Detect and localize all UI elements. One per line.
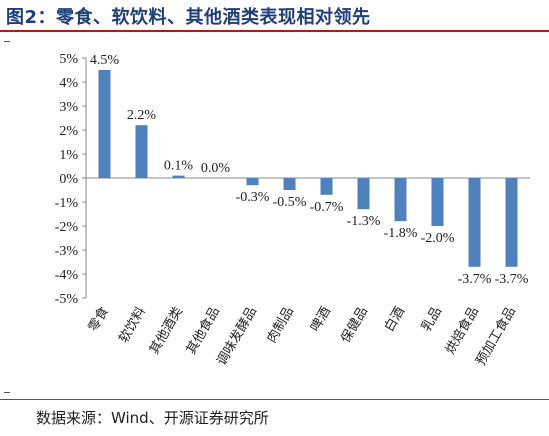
x-tick-label: 其他食品 [183,304,223,357]
bar [468,178,481,267]
y-tick-label: 4% [59,76,78,91]
data-label: -0.3% [236,190,270,205]
figure-title: 图2：零食、软饮料、其他酒类表现相对领先 [6,7,371,28]
y-tick-label: 1% [59,148,78,163]
corner-mark-top [4,41,10,42]
bar [172,175,185,178]
x-tick-label: 零食 [85,304,112,335]
data-label: 0.1% [164,159,194,174]
y-tick-label: -3% [55,244,79,259]
x-tick-label: 肉制品 [264,305,296,346]
data-label: -3.7% [458,272,492,287]
bar [320,178,333,195]
x-tick-label: 啤酒 [308,305,334,335]
bar [357,178,370,210]
source-rule [0,399,549,400]
bar [505,178,518,267]
data-label: 2.2% [127,108,157,123]
title-rule [0,30,549,32]
data-label: -0.5% [273,195,307,210]
bar [98,70,111,178]
data-label: 0.0% [201,161,231,176]
data-label: -2.0% [421,231,455,246]
x-tick-label: 白酒 [381,304,408,335]
data-label: -0.7% [310,200,344,215]
bar [135,125,148,178]
y-tick-label: -4% [55,268,79,283]
data-label: 4.5% [90,53,120,68]
y-tick-label: 5% [59,52,78,67]
data-labels: 4.5% 2.2% 0.1% 0.0% -0.3% -0.5% -0.7%-1.3%-1.8… [90,53,529,287]
y-tick-label: 2% [59,124,78,139]
y-tick-label: -5% [55,292,79,307]
x-tick-label: 乳品 [419,305,445,335]
y-axis: 5% 4% 3% 2% 1% 0% -1% -2% -3% -4% -5% [55,52,530,307]
x-tick-label: 烘焙食品 [442,304,482,357]
y-tick-label: -1% [55,196,79,211]
bar [394,178,407,222]
x-tick-label: 保健品 [338,305,370,346]
bars [98,70,518,267]
data-label: -1.3% [347,214,381,229]
source-note: 数据来源：Wind、开源证券研究所 [36,409,269,427]
data-label: -3.7% [495,272,529,287]
x-tick-label: 软饮料 [116,305,148,346]
y-tick-label: 0% [59,172,78,187]
y-tick-label: -2% [55,220,79,235]
y-tick-label: 3% [59,100,78,115]
bar [283,178,296,190]
bar-chart: 5% 4% 3% 2% 1% 0% -1% -2% -3% -4% -5% 4.5% 2.2% 0.1%… [55,52,530,368]
bar [246,178,259,186]
corner-mark-bottom [4,392,10,393]
data-label: -1.8% [384,226,418,241]
x-tick-label: 其他酒类 [147,305,186,358]
bar [431,178,444,226]
